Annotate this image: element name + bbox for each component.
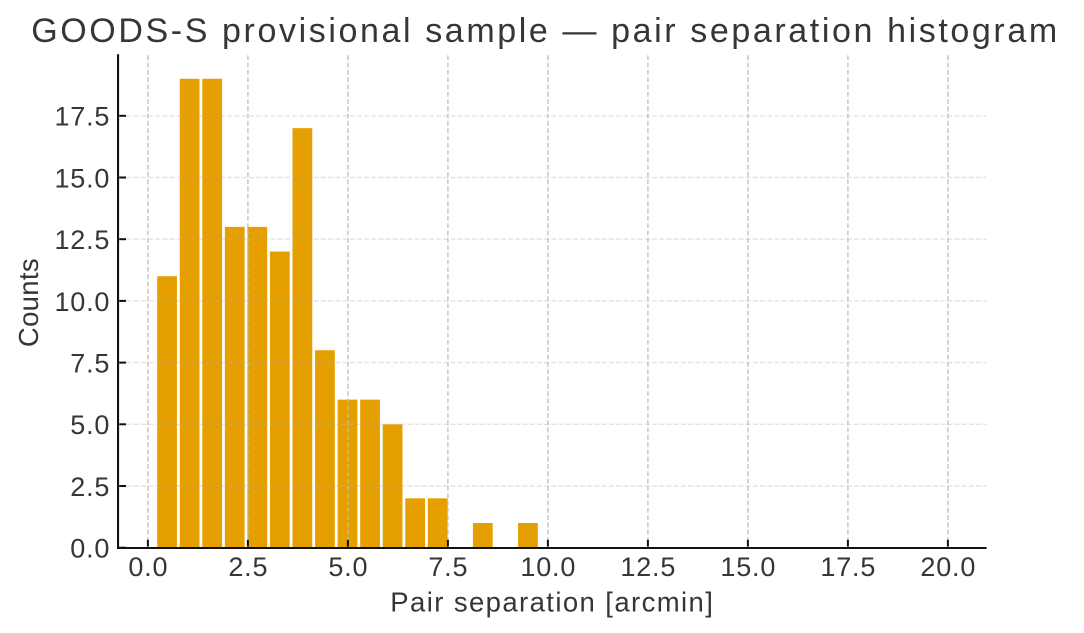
svg-text:17.5: 17.5 <box>820 552 876 582</box>
svg-text:Counts: Counts <box>13 258 44 347</box>
svg-text:15.0: 15.0 <box>720 552 776 582</box>
svg-text:2.5: 2.5 <box>228 552 268 582</box>
svg-text:7.5: 7.5 <box>70 349 110 379</box>
svg-text:17.5: 17.5 <box>54 102 110 132</box>
svg-text:12.5: 12.5 <box>620 552 676 582</box>
svg-text:0.0: 0.0 <box>70 534 110 564</box>
svg-text:GOODS-S provisional sample — p: GOODS-S provisional sample — pair separa… <box>31 12 1060 50</box>
svg-text:10.0: 10.0 <box>54 287 110 317</box>
svg-text:2.5: 2.5 <box>70 472 110 502</box>
svg-text:Pair separation [arcmin]: Pair separation [arcmin] <box>390 587 714 618</box>
svg-text:20.0: 20.0 <box>920 552 976 582</box>
svg-text:5.0: 5.0 <box>70 410 110 440</box>
svg-text:0.0: 0.0 <box>128 552 168 582</box>
svg-text:10.0: 10.0 <box>520 552 576 582</box>
svg-text:5.0: 5.0 <box>328 552 368 582</box>
svg-text:7.5: 7.5 <box>428 552 468 582</box>
svg-text:12.5: 12.5 <box>54 225 110 255</box>
svg-text:15.0: 15.0 <box>54 163 110 193</box>
